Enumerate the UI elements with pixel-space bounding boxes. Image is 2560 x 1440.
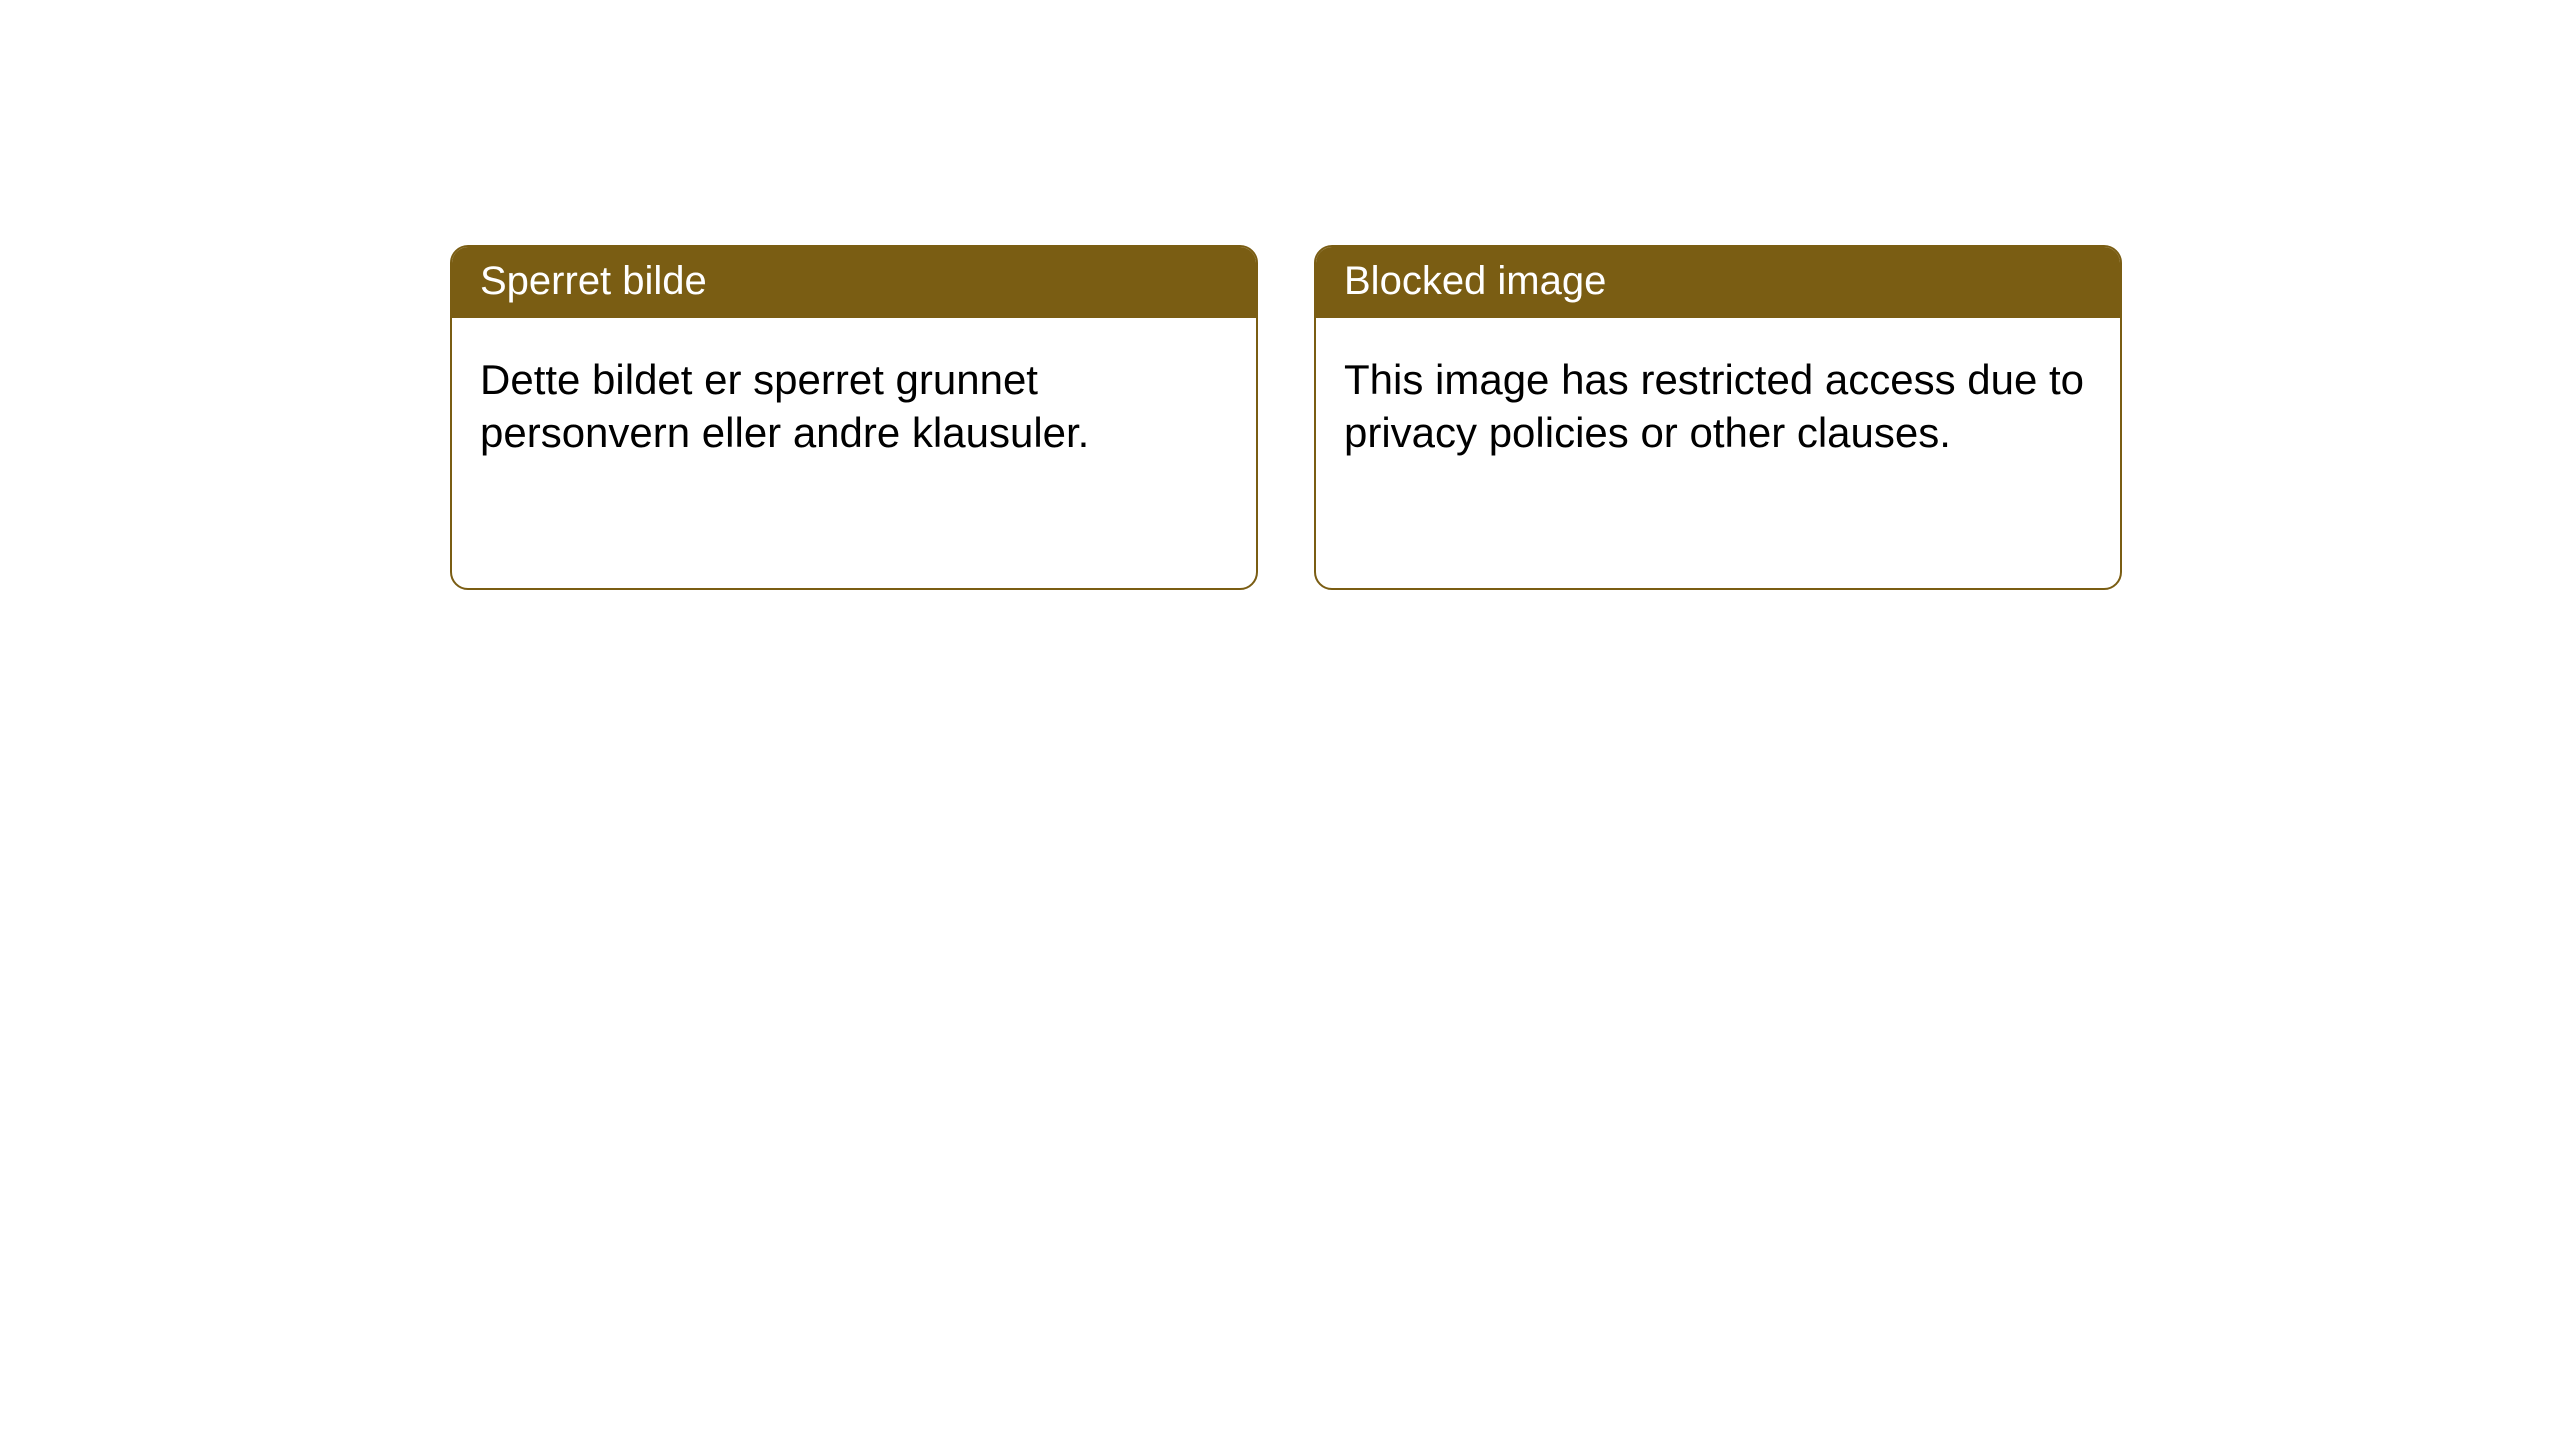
notice-card-norwegian: Sperret bilde Dette bildet er sperret gr…	[450, 245, 1258, 590]
notice-card-english: Blocked image This image has restricted …	[1314, 245, 2122, 590]
notice-header: Blocked image	[1316, 247, 2120, 318]
notice-body: Dette bildet er sperret grunnet personve…	[452, 318, 1256, 588]
notice-header: Sperret bilde	[452, 247, 1256, 318]
notice-container: Sperret bilde Dette bildet er sperret gr…	[450, 245, 2122, 590]
notice-body: This image has restricted access due to …	[1316, 318, 2120, 588]
